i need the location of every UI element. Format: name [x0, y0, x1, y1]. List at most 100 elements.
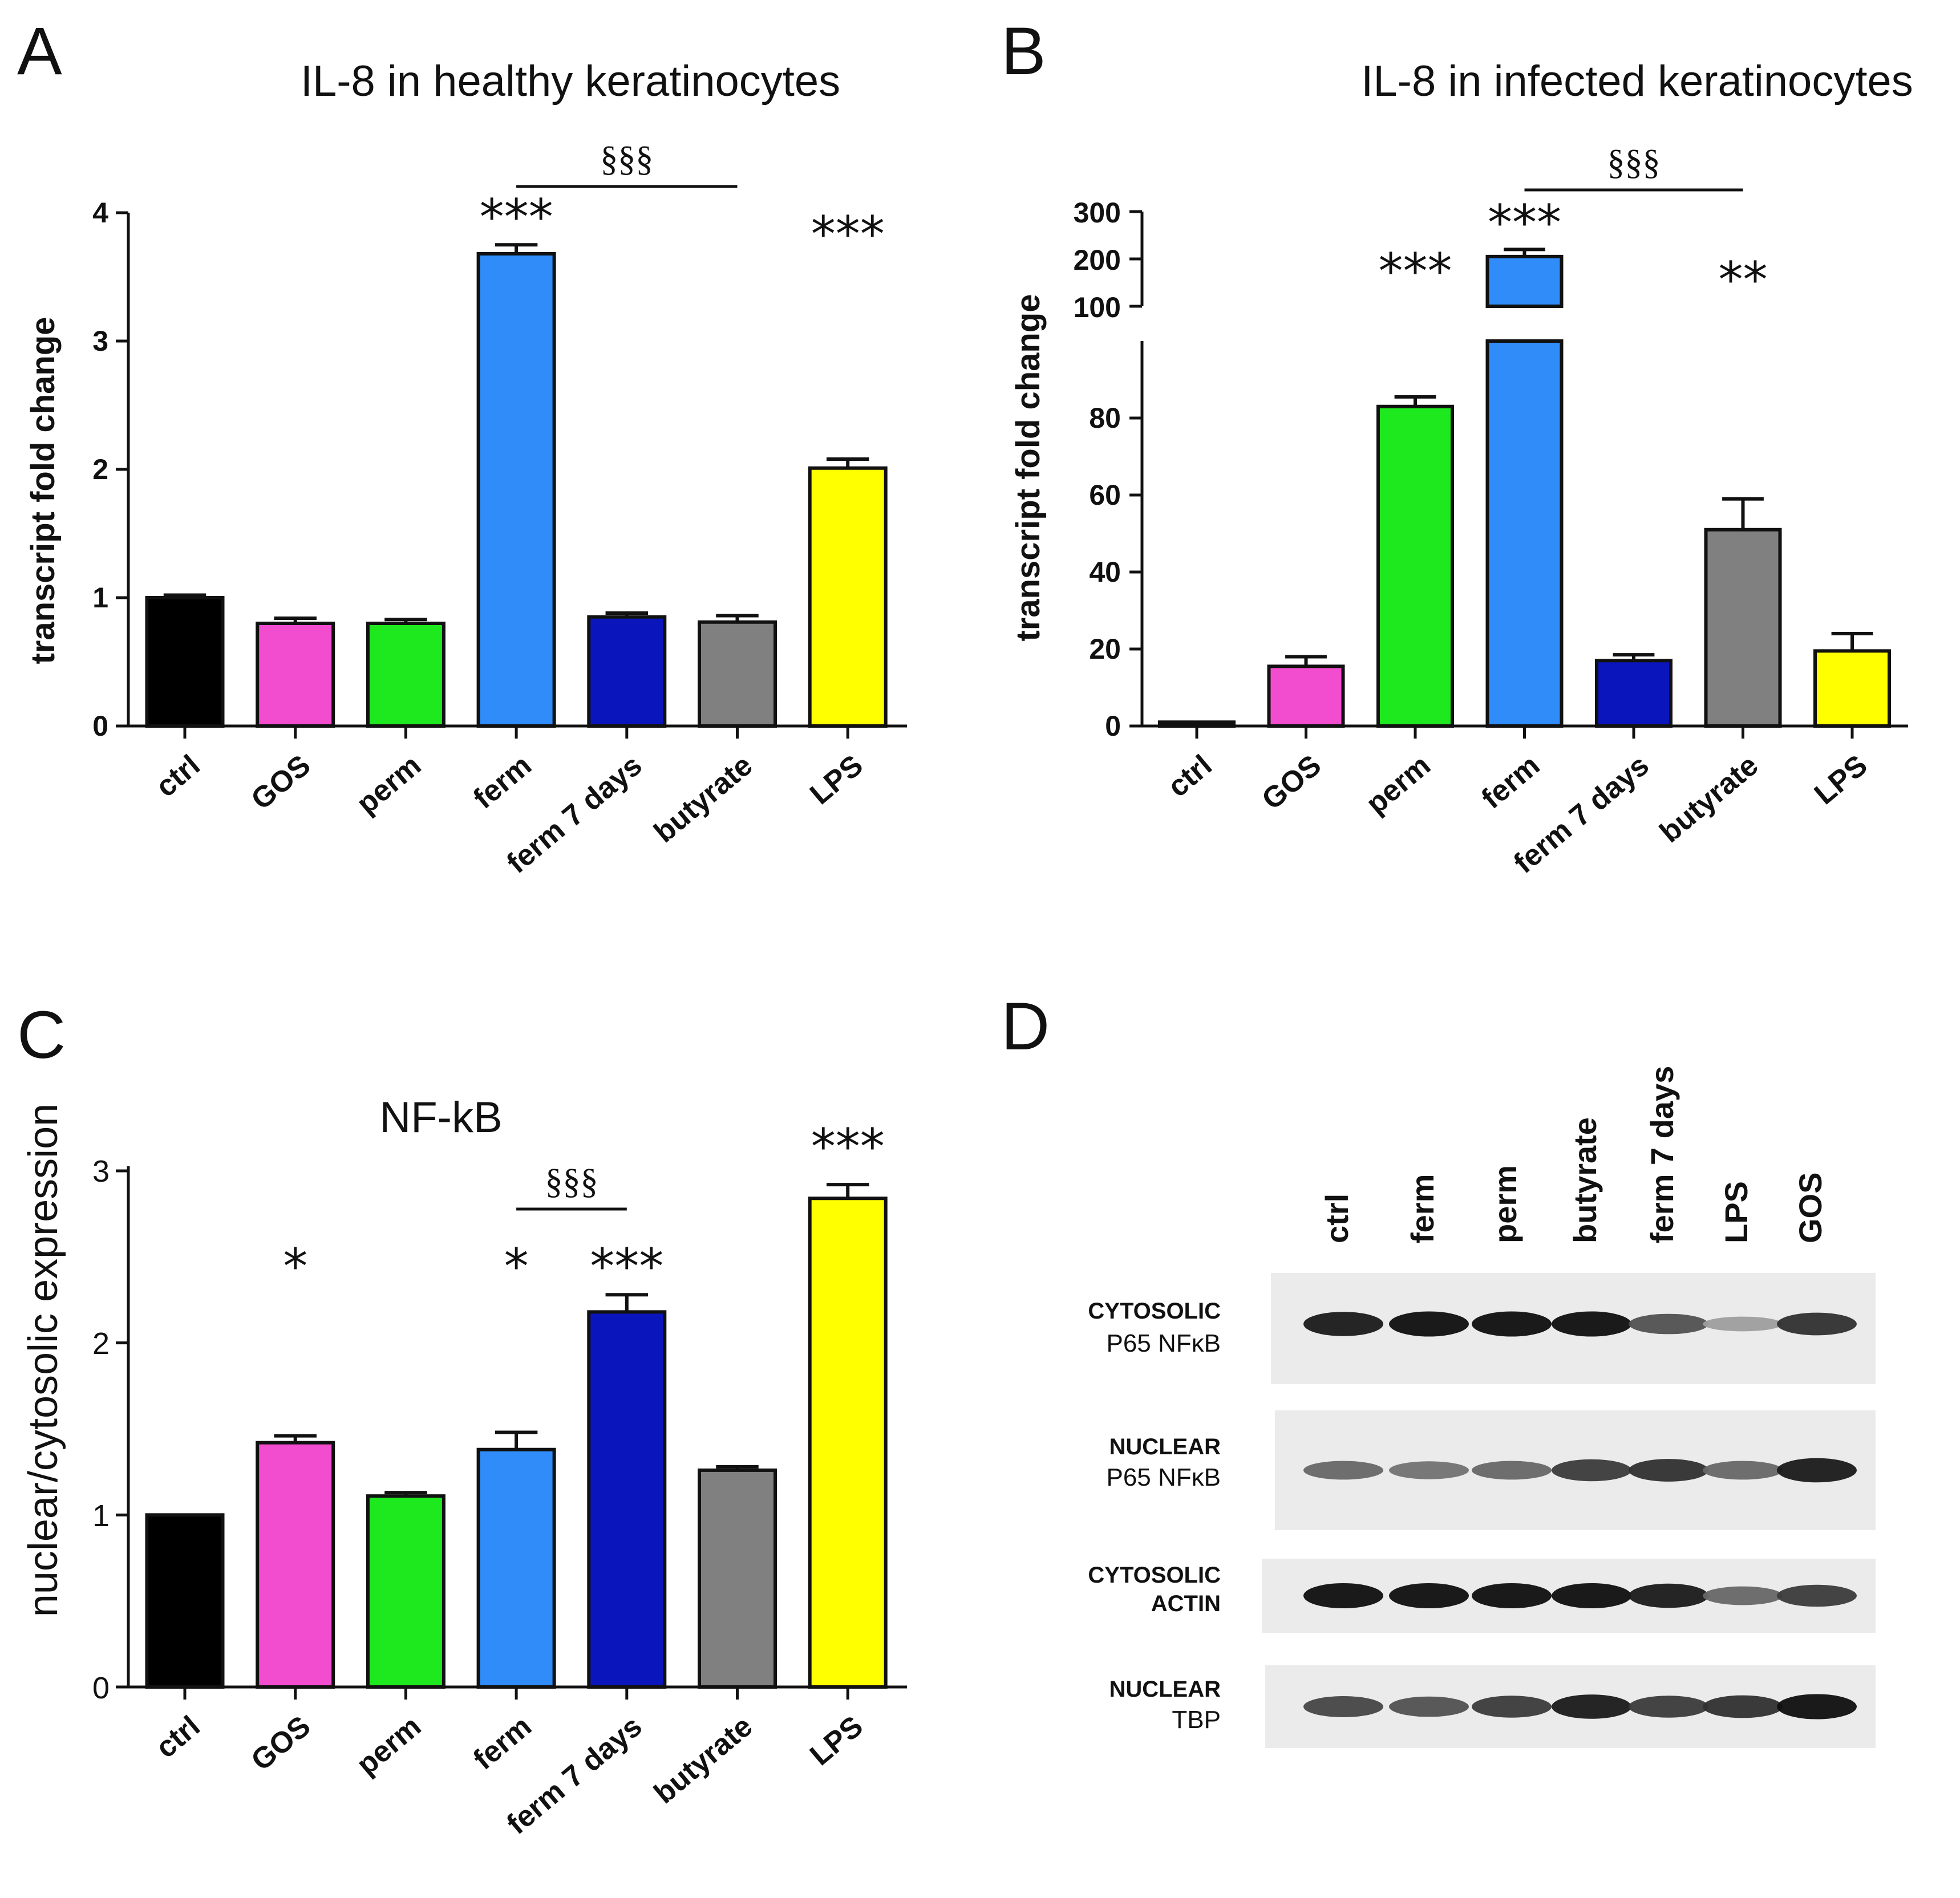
y-ticks-a: 0 1 2 3 4 [92, 197, 108, 742]
chart-title-a: IL-8 in healthy keratinocytes [301, 57, 840, 106]
y-axis-label-a: transcript fold change [25, 317, 62, 664]
panel-letter-b: B [1001, 14, 1046, 89]
blot-row-label-2: P65 NFκB [1106, 1463, 1221, 1491]
bar-butyrate [698, 1468, 777, 1689]
x-tick-label: LPS [804, 1710, 869, 1772]
bar-ferm-7-days [1595, 659, 1673, 728]
significance-marker: *** [811, 1118, 885, 1175]
blot-band [1777, 1694, 1857, 1719]
blot-band [1552, 1311, 1631, 1337]
blot-lane-label: ferm 7 days [1644, 1066, 1680, 1243]
x-tick-label: perm [350, 749, 427, 821]
bar-GOS [256, 622, 335, 728]
significance-marker: * [504, 1238, 529, 1295]
blot-band [1389, 1696, 1469, 1717]
blot-band [1629, 1459, 1708, 1482]
bar-ferm-7-days [587, 615, 667, 728]
y-axis-label-b: transcript fold change [1010, 294, 1047, 641]
x-tick-label: LPS [804, 749, 869, 811]
x-tick-label: perm [350, 1710, 427, 1782]
blot-band [1303, 1696, 1383, 1717]
significance-c: * * ******§§§ [283, 1118, 885, 1295]
blot-band [1703, 1586, 1783, 1605]
panel-b: B IL-8 in infected keratinocytes transcr… [1001, 14, 1913, 880]
bar-GOS [1267, 664, 1345, 728]
chart-title-c: NF-kB [379, 1093, 502, 1142]
blot-lane-label: butyrate [1567, 1117, 1603, 1243]
x-tick-label: perm [1360, 749, 1437, 821]
panel-a: A IL-8 in healthy keratinocytes transcri… [17, 14, 907, 880]
y-tick-label: 0 [92, 710, 108, 742]
blot-band [1472, 1583, 1552, 1608]
blot-band [1303, 1461, 1383, 1480]
x-tick-label: butyrate [1654, 749, 1764, 849]
x-tick-label: ferm [467, 1710, 538, 1777]
bar-ctrl [145, 1513, 225, 1689]
y-tick-label: 100 [1074, 291, 1121, 323]
comparison-label: §§§ [1607, 143, 1661, 182]
comparison-label: §§§ [545, 1162, 598, 1201]
significance-marker: *** [811, 206, 885, 263]
significance-marker: ** [1719, 252, 1768, 309]
bar-ctrl [1158, 720, 1236, 728]
blot-row-label-1: NUCLEAR [1109, 1677, 1221, 1702]
blot-band [1552, 1694, 1631, 1719]
blot-row-label-1: NUCLEAR [1109, 1434, 1221, 1459]
bar-ferm [476, 252, 556, 728]
bar-perm [1376, 404, 1454, 728]
blot-lane-label: ctrl [1319, 1194, 1355, 1243]
blot-band [1777, 1312, 1857, 1336]
panel-c: C NF-kB nuclear/cytosolic expression 0 1… [17, 997, 907, 1841]
y-tick-label: 200 [1074, 244, 1121, 276]
panel-letter-c: C [17, 997, 66, 1073]
bar-perm [366, 1494, 446, 1689]
blot-row-label-1: CYTOSOLIC [1088, 1299, 1221, 1324]
y-tick-label: 4 [92, 197, 108, 229]
significance-b: ********§§§ [1379, 143, 1768, 309]
blot-band [1629, 1583, 1708, 1608]
y-ticks-b: 0 20 40 60 80 100 200 300 [1074, 197, 1121, 742]
chart-title-b: IL-8 in infected keratinocytes [1361, 57, 1913, 106]
significance-marker: *** [1379, 243, 1452, 300]
blot-band [1472, 1461, 1552, 1480]
y-ticks-c: 0 1 2 3 [92, 1154, 110, 1705]
blot-band [1552, 1459, 1631, 1482]
blot-row-label-1: CYTOSOLIC [1088, 1563, 1221, 1588]
x-tick-label: GOS [1256, 749, 1327, 817]
blot-band [1703, 1461, 1783, 1480]
significance-a: *** *** §§§ [480, 140, 885, 263]
blot-band [1472, 1311, 1552, 1337]
blot-rows: CYTOSOLIC P65 NFκB NUCLEAR P65 NFκB CYTOSOLI… [1088, 1273, 1876, 1748]
blot-band [1629, 1696, 1708, 1718]
blot-row-label-2: ACTIN [1151, 1591, 1221, 1616]
x-tick-label: ferm [1476, 749, 1546, 816]
y-tick-label: 2 [92, 453, 108, 485]
blot-band [1303, 1312, 1383, 1336]
y-tick-label: 3 [92, 1154, 110, 1189]
bars-a [116, 211, 907, 739]
significance-marker: *** [590, 1238, 663, 1295]
bar-LPS [808, 466, 888, 728]
y-tick-label: 0 [92, 1671, 110, 1705]
bar-ferm [476, 1447, 556, 1689]
y-tick-label: 3 [92, 325, 108, 357]
significance-marker: *** [1488, 194, 1561, 252]
bars-b [1129, 210, 1908, 739]
x-tick-label: ctrl [1161, 749, 1218, 804]
y-tick-label: 1 [92, 582, 108, 614]
bar-GOS [256, 1441, 335, 1689]
x-tick-label: butyrate [648, 1710, 759, 1810]
blot-band [1472, 1696, 1552, 1718]
blot-lane-label: LPS [1718, 1181, 1754, 1243]
blot-band [1777, 1458, 1857, 1483]
significance-marker: *** [480, 189, 553, 246]
y-axis-label-c: nuclear/cytosolic expression [21, 1104, 66, 1617]
blot-band [1389, 1311, 1469, 1337]
blot-band [1303, 1583, 1383, 1608]
x-tick-label: ferm [467, 749, 538, 816]
bar-perm [366, 622, 446, 728]
x-tick-label: ctrl [149, 1710, 206, 1765]
bars-c [116, 1166, 907, 1700]
